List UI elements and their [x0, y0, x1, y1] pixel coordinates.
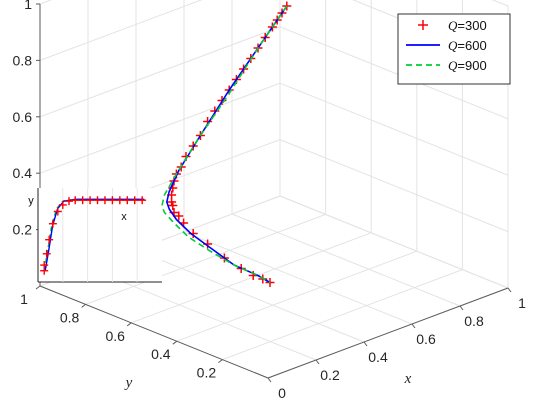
- legend-label: Q=600: [448, 38, 487, 53]
- y-tick-label: 0.6: [105, 328, 125, 344]
- floor-grid-y: [85, 213, 326, 305]
- wall-x-grid-z: [279, 195, 509, 289]
- floor-grid-y: [176, 250, 417, 342]
- legend-item: Q=300: [418, 18, 487, 33]
- y-tick-label: 0.4: [151, 346, 171, 362]
- x-tick-label: 0.6: [416, 331, 436, 347]
- y-axis-label: y: [124, 375, 133, 391]
- floor-grid-x: [135, 249, 365, 343]
- inset-marker: [65, 197, 73, 206]
- inset-marker: [123, 196, 132, 205]
- series: [161, 1, 292, 287]
- legend-q-symbol: Q: [448, 38, 458, 53]
- x-tick-label: 0.4: [368, 349, 388, 365]
- inset-marker: [40, 261, 49, 270]
- z-tick-label: 1: [24, 0, 32, 12]
- series-line-Q=900: [161, 5, 288, 284]
- data-marker: [168, 201, 178, 210]
- y-tick-label: 0.2: [197, 365, 217, 381]
- inset-plot: yx: [28, 188, 162, 283]
- legend-q-value: =600: [457, 38, 486, 53]
- legend-label: Q=300: [448, 18, 487, 33]
- z-tick-label: 0.4: [13, 165, 33, 181]
- x-tick-label: 0.8: [464, 313, 484, 329]
- inset-marker: [130, 196, 139, 205]
- wall-x-grid-z: [279, 26, 509, 120]
- inset-marker: [48, 219, 57, 228]
- wall-x-grid-z: [279, 139, 509, 233]
- inset-marker: [138, 196, 147, 205]
- x-axis-line: [267, 287, 509, 379]
- inset-marker: [100, 196, 109, 205]
- inset-x-label: x: [121, 211, 127, 223]
- floor-grid-x: [183, 231, 413, 325]
- inset-background: [38, 188, 162, 282]
- series-Q=300: [167, 1, 292, 287]
- y-tick-mark: [81, 303, 86, 308]
- inset-y-label: y: [28, 195, 34, 207]
- legend-q-symbol: Q: [448, 18, 458, 33]
- wall-x-grid-z: [491, 0, 509, 7]
- x-tick-label: 0: [278, 385, 286, 401]
- wall-y-grid-z: [39, 82, 281, 174]
- y-tick-label: 0.8: [60, 309, 80, 325]
- z-tick-label: 0.6: [13, 109, 33, 125]
- y-axis-line: [39, 285, 269, 379]
- y-tick-mark: [35, 285, 41, 290]
- wall-y-grid-z: [39, 0, 203, 61]
- floor-grid-x: [87, 267, 317, 361]
- x-tick-mark: [507, 287, 512, 293]
- x-tick-label: 0.2: [320, 367, 340, 383]
- wall-x-grid-z: [279, 82, 509, 176]
- floor-grid-y: [222, 269, 463, 361]
- x-tick-mark: [267, 377, 272, 383]
- inset-marker: [45, 235, 54, 244]
- inset-marker: [58, 200, 67, 209]
- y-tick-mark: [172, 340, 178, 345]
- legend-item: Q=600: [406, 38, 487, 53]
- x-tick-mark: [459, 305, 464, 311]
- floor-grid-y: [131, 232, 372, 324]
- floor-grid-x: [231, 213, 461, 307]
- y-tick-label: 1: [20, 291, 28, 307]
- inset-marker: [115, 196, 124, 205]
- legend-item: Q=900: [406, 58, 487, 73]
- z-tick-label: 0.8: [13, 52, 33, 68]
- inset-marker: [42, 249, 51, 258]
- wall-y-grid-z: [39, 0, 53, 5]
- x-tick-mark: [363, 341, 368, 347]
- tick-labels: 0 0.2 0.4 0.6 0.8 1 0.2 0.4 0.6 0.8 1 0.2 0.4 0.6 0.8 1…: [13, 0, 527, 401]
- inset-marker: [86, 196, 95, 205]
- y-tick-mark: [218, 359, 223, 364]
- x-tick-mark: [411, 323, 416, 329]
- z-tick-label: 0.2: [13, 222, 33, 238]
- inset-marker: [53, 207, 62, 216]
- x-axis-label: x: [404, 371, 412, 387]
- y-tick-mark: [126, 322, 132, 327]
- x-tick-mark: [315, 359, 320, 365]
- legend-q-symbol: Q: [448, 58, 458, 73]
- data-marker: [174, 211, 184, 221]
- series-line-Q=600: [166, 5, 288, 284]
- inset-marker: [93, 196, 102, 205]
- legend-box: [397, 13, 511, 85]
- inset-marker: [71, 196, 80, 205]
- legend-label: Q=900: [448, 58, 487, 73]
- legend-q-value: =900: [457, 58, 486, 73]
- wall-y-grid-z: [39, 26, 281, 118]
- inset-marker: [78, 196, 87, 205]
- x-tick-label: 1: [518, 295, 526, 311]
- inset-marker: [108, 196, 117, 205]
- legend-q-value: =300: [457, 18, 486, 33]
